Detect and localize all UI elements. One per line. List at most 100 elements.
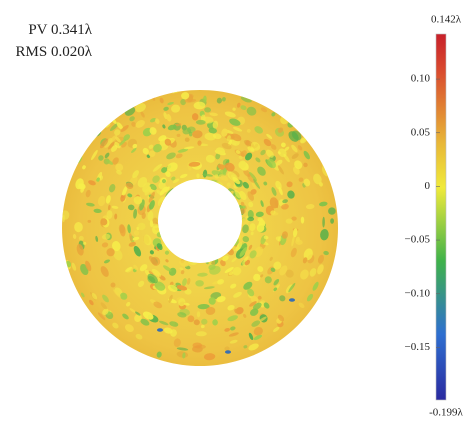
- texture-blob: [131, 147, 137, 153]
- texture-blob: [203, 95, 207, 103]
- texture-blob: [132, 236, 140, 241]
- texture-blob: [171, 176, 176, 181]
- texture-blob: [167, 162, 178, 172]
- texture-blob: [148, 256, 158, 266]
- texture-blob: [247, 216, 255, 222]
- texture-blob: [257, 295, 262, 300]
- texture-blob: [128, 241, 136, 247]
- texture-blob: [224, 346, 230, 351]
- texture-blob: [291, 235, 295, 247]
- texture-blob: [203, 286, 215, 290]
- texture-blob: [253, 327, 263, 336]
- texture-blob: [149, 250, 154, 255]
- texture-blob: [303, 150, 311, 160]
- texture-blob: [253, 334, 263, 341]
- texture-blob: [105, 195, 111, 204]
- texture-blob: [234, 308, 238, 314]
- scale-tick-label: −0.15: [405, 341, 431, 353]
- texture-blob: [238, 155, 243, 160]
- texture-blob: [103, 259, 111, 264]
- texture-blob: [152, 225, 161, 235]
- texture-blob: [216, 97, 223, 104]
- texture-blob: [330, 218, 334, 224]
- texture-blob: [300, 269, 309, 280]
- texture-blob: [205, 154, 215, 163]
- texture-blob: [143, 234, 152, 246]
- texture-blob: [113, 249, 123, 261]
- texture-blob: [114, 141, 121, 149]
- texture-blob: [246, 128, 251, 133]
- texture-blob: [154, 281, 166, 291]
- texture-blob: [229, 118, 241, 126]
- texture-blob: [164, 250, 170, 255]
- texture-blob: [236, 102, 241, 108]
- texture-blob: [328, 207, 336, 215]
- texture-blob: [264, 276, 272, 284]
- texture-blob: [184, 98, 197, 103]
- texture-blob: [188, 131, 193, 137]
- texture-blob: [127, 224, 131, 234]
- texture-blob: [162, 265, 172, 272]
- texture-blob: [182, 278, 187, 287]
- texture-blob: [302, 257, 308, 264]
- texture-blob: [270, 212, 279, 216]
- texture-blob: [297, 145, 303, 151]
- texture-blob: [322, 216, 325, 228]
- texture-blob: [197, 272, 208, 277]
- texture-blob: [250, 308, 259, 316]
- texture-blob: [266, 133, 273, 139]
- texture-blob: [162, 124, 166, 129]
- texture-blob: [313, 173, 322, 185]
- texture-blob: [267, 158, 276, 169]
- texture-blob: [255, 211, 264, 218]
- texture-blob: [148, 144, 154, 149]
- scale-tick-label: 0: [425, 180, 431, 192]
- texture-blob: [195, 331, 207, 337]
- texture-blob: [263, 302, 270, 309]
- texture-blob: [106, 159, 114, 165]
- texture-blob: [243, 256, 249, 262]
- texture-blob: [186, 277, 191, 285]
- texture-blob: [257, 316, 267, 323]
- texture-blob: [233, 126, 243, 132]
- texture-blob: [253, 178, 260, 189]
- texture-blob: [132, 143, 138, 149]
- texture-blob: [183, 146, 195, 150]
- texture-blob: [249, 171, 258, 182]
- texture-blob: [232, 142, 237, 146]
- texture-blob: [231, 257, 237, 263]
- texture-blob: [208, 127, 217, 134]
- texture-blob: [91, 149, 98, 161]
- texture-blob: [303, 248, 313, 261]
- texture-blob: [291, 153, 299, 159]
- texture-blob: [247, 146, 255, 153]
- texture-blob: [300, 216, 305, 224]
- texture-blob: [156, 351, 162, 358]
- texture-blob: [133, 245, 142, 257]
- texture-blob: [181, 92, 190, 100]
- texture-blob: [218, 174, 229, 181]
- texture-blob: [317, 254, 325, 264]
- texture-blob: [224, 111, 236, 118]
- texture-blob: [91, 292, 98, 300]
- texture-blob: [114, 129, 121, 136]
- texture-blob: [309, 268, 317, 277]
- texture-blob: [273, 261, 282, 270]
- texture-blob: [273, 279, 280, 286]
- texture-blob: [76, 244, 84, 256]
- texture-blob: [109, 134, 118, 144]
- texture-blob: [173, 338, 181, 347]
- texture-blob: [137, 176, 148, 188]
- texture-blob: [132, 170, 139, 179]
- scale-tick-label: −0.05: [405, 234, 431, 246]
- texture-blob: [269, 256, 273, 261]
- texture-blob: [246, 106, 257, 116]
- texture-blob: [149, 183, 157, 191]
- texture-blob: [288, 282, 296, 293]
- texture-blob: [93, 208, 102, 214]
- texture-blob: [323, 250, 329, 256]
- texture-blob: [119, 138, 127, 146]
- texture-blob: [176, 285, 188, 291]
